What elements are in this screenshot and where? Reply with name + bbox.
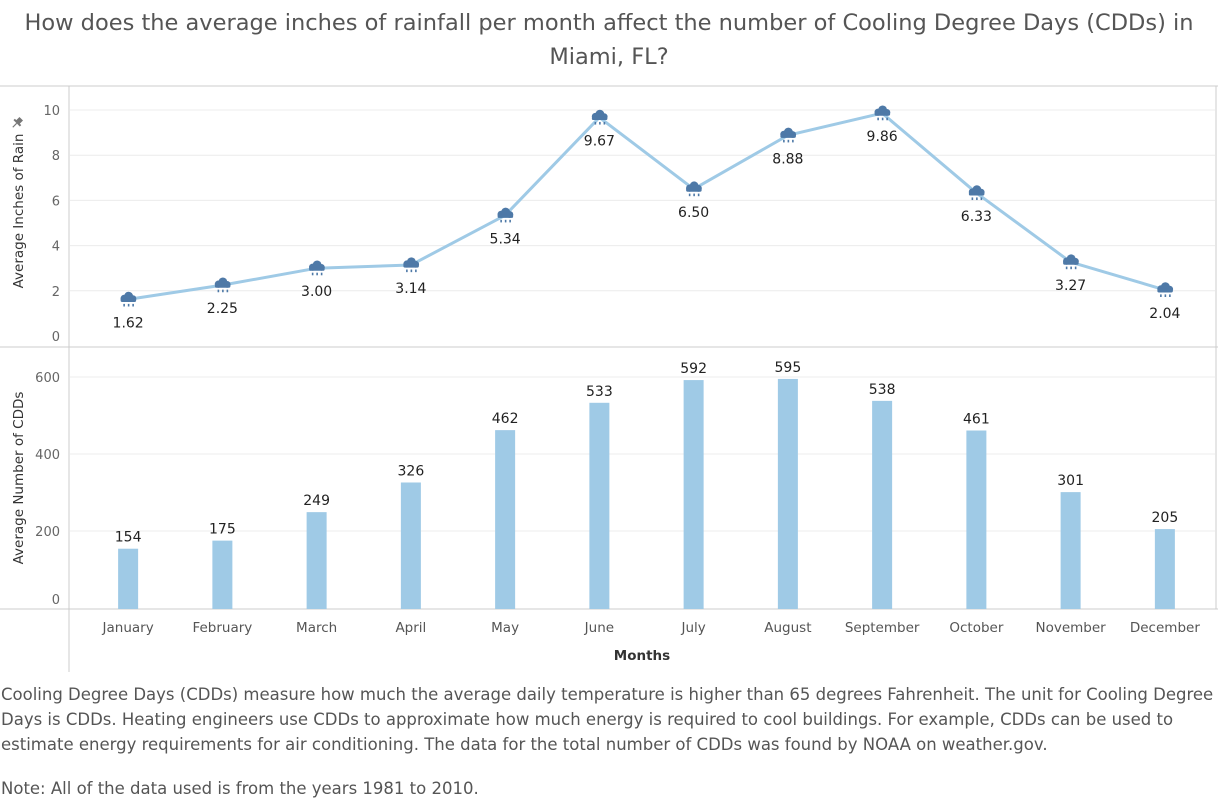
cdd-bar-label: 462 [492, 411, 519, 427]
cdd-bar[interactable] [777, 378, 798, 609]
x-tick-label: April [395, 620, 426, 636]
rain-markers [120, 105, 1174, 307]
cdd-bar-label: 326 [398, 463, 425, 479]
rain-cloud-icon[interactable] [968, 185, 985, 201]
cdd-bars [118, 378, 1175, 609]
rain-cloud-icon[interactable] [686, 181, 702, 197]
rain-y-tick-label: 2 [52, 285, 60, 300]
cdd-bar-label: 595 [775, 360, 802, 376]
rain-cloud-icon[interactable] [1063, 254, 1079, 270]
x-tick-label: December [1130, 620, 1200, 636]
rain-data-label: 1.62 [113, 315, 144, 331]
cdd-bar-label: 301 [1057, 473, 1084, 489]
rain-cloud-icon[interactable] [874, 105, 891, 121]
rain-cloud-icon[interactable] [309, 260, 325, 276]
rain-y-tick-label: 4 [52, 240, 60, 255]
note-text: Note: All of the data used is from the y… [1, 779, 479, 798]
cdd-bar-label: 205 [1152, 510, 1179, 526]
rain-cloud-icon[interactable] [120, 291, 137, 307]
cdd-bar[interactable] [589, 402, 610, 609]
rain-data-label: 9.86 [867, 129, 898, 145]
rain-data-label: 9.67 [584, 133, 615, 149]
rain-y-ticks: 0 2 4 6 8 10 [43, 104, 60, 345]
rain-cloud-icon[interactable] [1157, 282, 1174, 297]
cdd-bar[interactable] [1060, 492, 1081, 609]
cdd-bar[interactable] [212, 540, 233, 609]
cdd-bar[interactable] [400, 482, 421, 609]
x-tick-label: October [949, 620, 1003, 636]
cdd-bar-label: 533 [586, 384, 613, 400]
x-tick-label: June [584, 620, 614, 636]
x-tick-label: February [192, 620, 252, 636]
cdd-bar[interactable] [966, 430, 987, 609]
rain-cloud-icon[interactable] [403, 257, 420, 273]
x-tick-label: May [491, 620, 519, 636]
x-tick-label: August [764, 620, 811, 636]
rain-y-tick-label: 6 [52, 194, 60, 209]
rain-data-labels: 1.62 2.25 3.00 3.14 5.34 9.67 6.50 8.88 9.86 6.33… [113, 129, 1181, 331]
x-tick-label: November [1036, 620, 1107, 636]
cdd-bar-label: 154 [115, 530, 142, 546]
rain-cloud-icon[interactable] [497, 207, 514, 223]
cdd-gridlines [70, 376, 1215, 532]
cdd-bar-label: 461 [963, 412, 990, 428]
rain-data-label: 6.33 [961, 209, 992, 225]
cdd-y-tick-label: 600 [35, 371, 60, 386]
cdd-y-axis-title: Average Number of CDDs [11, 392, 27, 565]
rain-y-tick-label: 0 [52, 330, 60, 345]
cdd-bar-label: 175 [209, 522, 236, 538]
rain-cloud-icon[interactable] [591, 109, 608, 125]
rain-data-label: 8.88 [772, 151, 803, 167]
cdd-bar[interactable] [683, 380, 704, 609]
chart-title: How does the average inches of rainfall … [24, 10, 1194, 70]
x-axis-ticks: January February March April May June July Augu… [102, 620, 1201, 636]
pin-icon[interactable] [10, 116, 25, 131]
cdd-bar-label: 592 [680, 361, 707, 377]
cdd-y-tick-label: 400 [35, 448, 60, 463]
cdd-bar-label: 249 [303, 493, 330, 509]
cdd-bar-labels: 154 175 249 326 462 533 592 595 538 461 301 205 [115, 360, 1178, 546]
rain-y-axis-title: Average Inches of Rain [11, 134, 27, 289]
cdd-y-tick-label: 0 [52, 593, 60, 608]
cdd-bar[interactable] [1154, 529, 1175, 609]
rain-line [126, 111, 1167, 301]
x-axis-title: Months [614, 648, 670, 664]
x-tick-label: January [102, 620, 154, 636]
cdd-bar[interactable] [118, 548, 139, 609]
rain-data-label: 6.50 [678, 205, 709, 221]
rain-gridlines [70, 109, 1215, 292]
rain-data-label: 2.04 [1149, 306, 1180, 322]
cdd-bar[interactable] [306, 512, 327, 609]
rain-data-label: 5.34 [490, 231, 521, 247]
chart-area: 0 2 4 6 8 10 0 200 400 600 Average Inches of Rai… [0, 85, 1218, 672]
cdd-bar[interactable] [872, 400, 893, 609]
rain-data-label: 3.14 [395, 281, 426, 297]
cdd-y-tick-label: 200 [35, 525, 60, 540]
x-tick-label: September [845, 620, 920, 636]
cdd-bar-label: 538 [869, 382, 896, 398]
rain-cloud-icon[interactable] [780, 127, 797, 143]
rain-data-label: 3.27 [1055, 278, 1086, 294]
x-tick-label: March [296, 620, 337, 636]
rain-data-label: 2.25 [207, 301, 238, 317]
rain-y-tick-label: 10 [43, 104, 60, 119]
x-tick-label: July [680, 620, 705, 636]
cdd-y-ticks: 0 200 400 600 [35, 371, 60, 608]
rain-y-tick-label: 8 [52, 149, 60, 164]
rain-data-label: 3.00 [301, 284, 332, 300]
cdd-bar[interactable] [495, 430, 516, 609]
description-text: Cooling Degree Days (CDDs) measure how m… [1, 685, 1214, 754]
rain-cloud-icon[interactable] [214, 277, 231, 293]
